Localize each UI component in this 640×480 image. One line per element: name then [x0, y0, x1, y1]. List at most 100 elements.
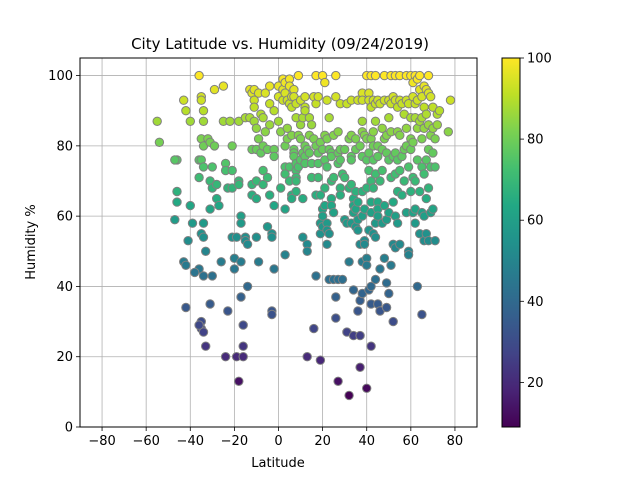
- data-point: [322, 162, 332, 172]
- y-tick-label: 40: [56, 280, 73, 295]
- data-point: [185, 200, 196, 211]
- data-point: [331, 313, 341, 323]
- data-point: [322, 95, 332, 105]
- data-point: [198, 116, 209, 127]
- data-point: [355, 362, 365, 372]
- data-point: [209, 84, 220, 95]
- data-point: [198, 106, 209, 116]
- data-point: [225, 116, 235, 127]
- data-point: [198, 232, 209, 242]
- data-point: [346, 179, 356, 190]
- data-point: [370, 232, 381, 242]
- data-point: [304, 148, 315, 158]
- data-point: [331, 70, 341, 81]
- data-point: [392, 218, 403, 228]
- data-point: [306, 120, 317, 130]
- data-point: [231, 232, 242, 242]
- data-point: [265, 99, 275, 109]
- data-point: [238, 352, 248, 362]
- data-point: [430, 162, 440, 172]
- data-point: [353, 197, 363, 207]
- chart-title: City Latitude vs. Humidity (09/24/2019): [131, 35, 429, 53]
- data-point: [227, 141, 237, 151]
- data-point: [236, 257, 246, 267]
- data-point: [194, 172, 204, 183]
- data-point: [313, 172, 323, 183]
- data-point: [423, 183, 434, 193]
- data-point: [154, 137, 165, 148]
- plot-area: −80 −60 −40 −20 0 20 40 60 80 0 20 40 60 80 100: [48, 57, 478, 449]
- y-axis-ticks: 0 20 40 60 80 100: [48, 69, 80, 436]
- data-point: [218, 81, 229, 91]
- data-point: [348, 285, 359, 295]
- data-point: [311, 271, 321, 281]
- data-point: [412, 155, 423, 165]
- data-point: [401, 123, 412, 134]
- x-tick-label: −80: [88, 434, 115, 449]
- data-point: [344, 390, 354, 401]
- data-point: [209, 141, 220, 151]
- data-point: [315, 355, 326, 365]
- data-point: [181, 106, 191, 116]
- data-point: [355, 330, 365, 341]
- data-point: [253, 257, 264, 267]
- data-point: [399, 176, 409, 186]
- data-point: [403, 250, 414, 260]
- data-point: [269, 264, 279, 274]
- colorbar-tick-label: 20: [527, 376, 544, 391]
- data-point: [170, 215, 180, 225]
- data-point: [258, 113, 268, 123]
- data-point: [322, 239, 332, 250]
- data-point: [373, 151, 383, 162]
- x-tick-label: −20: [221, 434, 248, 449]
- y-tick-label: 0: [65, 421, 73, 436]
- x-tick-label: 80: [447, 434, 464, 449]
- data-point: [287, 193, 297, 204]
- data-point: [370, 274, 381, 285]
- data-point: [375, 176, 385, 186]
- data-point: [353, 306, 363, 316]
- data-point: [172, 186, 182, 197]
- colorbar-gradient: [501, 57, 521, 428]
- data-point: [238, 320, 248, 330]
- data-point: [364, 148, 374, 158]
- data-point: [355, 141, 365, 151]
- data-point: [417, 309, 427, 320]
- data-points: [152, 70, 456, 401]
- data-point: [302, 246, 312, 257]
- x-tick-label: −60: [132, 434, 159, 449]
- data-point: [234, 179, 244, 190]
- data-point: [353, 225, 363, 235]
- data-point: [386, 260, 396, 270]
- data-point: [331, 292, 341, 302]
- data-point: [379, 200, 390, 211]
- data-point: [198, 327, 209, 337]
- data-point: [293, 70, 304, 81]
- data-point: [267, 309, 277, 320]
- data-point: [377, 165, 387, 176]
- data-point: [403, 162, 414, 172]
- data-point: [395, 165, 405, 176]
- data-point: [251, 232, 262, 242]
- data-point: [267, 232, 277, 242]
- data-point: [170, 155, 180, 165]
- data-point: [406, 186, 416, 197]
- data-point: [328, 207, 339, 218]
- data-point: [324, 229, 334, 239]
- data-point: [251, 123, 262, 134]
- data-point: [152, 116, 162, 127]
- data-point: [216, 257, 226, 267]
- x-tick-label: 60: [403, 434, 420, 449]
- data-point: [185, 116, 196, 127]
- data-point: [280, 169, 290, 179]
- data-point: [181, 302, 191, 313]
- data-point: [344, 257, 354, 267]
- x-axis-ticks: −80 −60 −40 −20 0 20 40 60 80: [88, 427, 463, 449]
- data-point: [229, 264, 240, 274]
- data-point: [370, 116, 381, 127]
- data-point: [415, 186, 425, 197]
- data-point: [205, 299, 215, 309]
- data-point: [419, 169, 429, 179]
- data-point: [384, 113, 394, 123]
- data-point: [190, 267, 200, 278]
